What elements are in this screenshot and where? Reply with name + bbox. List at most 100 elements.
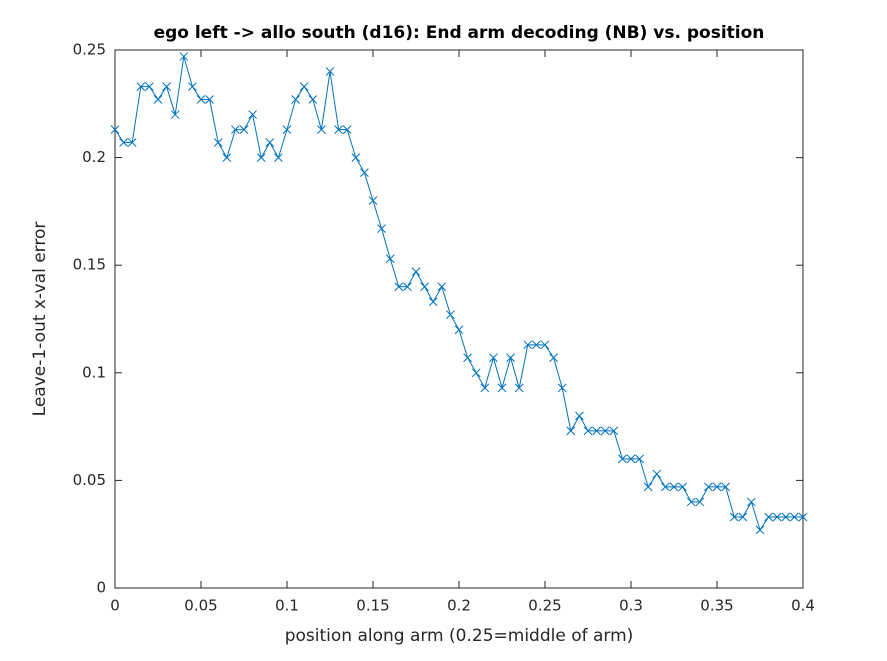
- data-marker: [643, 482, 653, 492]
- x-tick-label: 0.1: [275, 597, 299, 615]
- data-marker: [162, 82, 171, 91]
- data-marker: [274, 153, 283, 162]
- data-marker: [566, 426, 576, 436]
- data-marker: [179, 52, 189, 61]
- data-marker: [231, 125, 240, 134]
- data-marker: [265, 138, 275, 147]
- x-tick-label: 0.05: [184, 597, 217, 615]
- data-marker: [110, 125, 120, 134]
- data-marker: [540, 340, 550, 350]
- data-marker: [428, 297, 438, 307]
- x-tick-label: 0.3: [619, 597, 643, 615]
- data-marker: [781, 512, 791, 522]
- data-marker: [532, 340, 541, 350]
- data-marker: [411, 267, 421, 277]
- data-marker: [256, 153, 266, 162]
- data-marker: [549, 353, 558, 363]
- data-marker: [342, 125, 352, 134]
- data-marker: [145, 82, 154, 91]
- data-marker: [403, 282, 412, 292]
- x-tick-label: 0.25: [528, 597, 561, 615]
- y-tick-label: 0.1: [82, 363, 106, 381]
- data-marker: [308, 95, 318, 104]
- x-tick-label: 0.15: [356, 597, 389, 615]
- data-marker: [282, 125, 292, 134]
- x-tick-label: 0.35: [700, 597, 733, 615]
- data-marker: [248, 110, 257, 119]
- data-marker: [695, 497, 705, 507]
- data-marker: [686, 497, 696, 507]
- data-marker: [291, 95, 300, 104]
- data-marker: [351, 153, 361, 162]
- data-marker: [420, 282, 429, 292]
- data-marker: [394, 282, 404, 292]
- data-marker: [317, 125, 326, 134]
- data-marker: [385, 254, 395, 264]
- x-tick-label: 0.4: [791, 597, 815, 615]
- data-marker: [635, 454, 644, 464]
- data-marker: [437, 282, 447, 292]
- data-marker: [798, 512, 808, 522]
- data-marker: [514, 383, 524, 393]
- y-axis-label: Leave-1-out x-val error: [30, 222, 50, 417]
- data-marker: [454, 325, 464, 335]
- data-marker: [196, 95, 206, 104]
- data-marker: [325, 67, 335, 76]
- data-marker: [377, 224, 386, 233]
- y-tick-label: 0.15: [73, 256, 106, 274]
- data-marker: [471, 368, 481, 378]
- data-marker: [239, 125, 249, 134]
- x-tick-label: 0.2: [447, 597, 471, 615]
- data-marker: [489, 353, 498, 363]
- data-marker: [497, 383, 507, 393]
- data-marker: [119, 138, 128, 147]
- data-marker: [188, 82, 197, 91]
- data-marker: [583, 426, 593, 436]
- data-marker: [222, 153, 232, 162]
- y-tick-label: 0.25: [73, 41, 106, 59]
- y-tick-label: 0.2: [82, 148, 106, 166]
- data-marker: [592, 426, 601, 436]
- data-marker: [729, 512, 739, 522]
- data-marker: [747, 497, 756, 507]
- data-marker: [506, 353, 515, 363]
- data-marker: [712, 482, 722, 492]
- data-marker: [463, 353, 472, 363]
- data-marker: [678, 482, 687, 492]
- data-marker: [652, 469, 662, 479]
- data-marker: [205, 95, 214, 104]
- data-marker: [661, 482, 670, 492]
- chart-title: ego left -> allo south (d16): End arm de…: [154, 23, 765, 43]
- data-marker: [480, 383, 490, 393]
- y-tick-label: 0: [96, 579, 106, 597]
- y-tick-label: 0.05: [73, 471, 106, 489]
- data-marker: [368, 196, 378, 205]
- data-marker: [213, 138, 223, 147]
- data-marker: [299, 82, 309, 91]
- data-marker: [127, 138, 137, 147]
- data-marker: [360, 168, 369, 178]
- data-marker: [755, 525, 765, 535]
- data-marker: [334, 125, 343, 134]
- x-axis-label: position along arm (0.25=middle of arm): [285, 626, 634, 646]
- data-marker: [721, 482, 730, 492]
- data-marker: [136, 82, 146, 91]
- data-marker: [446, 310, 455, 320]
- data-marker: [609, 426, 619, 436]
- data-marker: [153, 95, 163, 104]
- data-marker: [523, 340, 533, 350]
- data-marker: [575, 411, 584, 421]
- data-marker: [704, 482, 713, 492]
- data-marker: [557, 383, 567, 393]
- data-marker: [170, 110, 180, 119]
- data-marker: [764, 512, 773, 522]
- data-marker: [600, 426, 610, 436]
- data-marker: [618, 454, 627, 464]
- x-tick-label: 0: [110, 597, 120, 615]
- data-marker: [626, 454, 636, 464]
- data-marker: [790, 512, 799, 522]
- data-marker: [738, 512, 748, 522]
